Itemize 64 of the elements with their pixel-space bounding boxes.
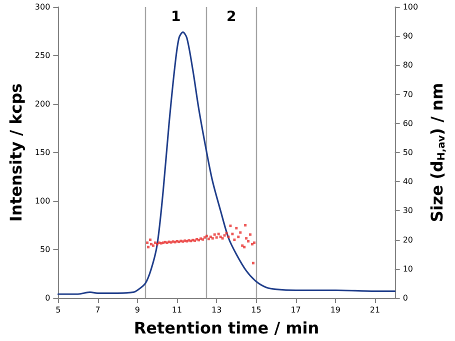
- x-tick-label: 19: [330, 306, 341, 314]
- y2-tick-label: 50: [402, 148, 414, 157]
- y-axis-title: Intensity / kcps: [6, 83, 26, 222]
- y2-tick-label: 0: [402, 294, 408, 302]
- point: [249, 233, 252, 236]
- annotation: 1: [171, 9, 181, 25]
- point: [225, 232, 228, 234]
- line-series: [57, 31, 396, 295]
- point: [215, 236, 218, 239]
- y2-axis-title: Size (dH,av) / nm: [428, 82, 448, 222]
- point: [243, 246, 246, 248]
- point: [219, 236, 222, 238]
- point: [146, 241, 149, 244]
- x-tick-label: 15: [251, 306, 262, 314]
- x-tick-label: 5: [56, 306, 61, 314]
- y-tick-label: 250: [34, 51, 50, 60]
- point: [227, 236, 230, 238]
- point: [247, 240, 250, 243]
- y-tick-label: 50: [40, 245, 50, 254]
- y2-tick-label: 90: [402, 32, 414, 41]
- point: [252, 262, 254, 264]
- y-tick-label: 300: [34, 2, 50, 12]
- point: [252, 241, 256, 244]
- y-tick-label: 0: [45, 294, 50, 302]
- point: [211, 237, 214, 240]
- y-tick-label: 100: [34, 196, 50, 206]
- point: [221, 237, 224, 240]
- point: [233, 238, 236, 242]
- x-tick-label: 11: [172, 306, 182, 314]
- x-tick-label: 9: [134, 306, 140, 314]
- y-tick-label: 200: [34, 100, 50, 108]
- point: [209, 236, 212, 238]
- y2-tick-label: 30: [402, 206, 414, 216]
- point: [207, 238, 210, 240]
- point: [250, 242, 254, 246]
- y2-tick-label: 10: [402, 264, 414, 274]
- x-tick-label: 17: [290, 306, 301, 314]
- x-tick-label: 13: [212, 306, 222, 314]
- point: [154, 241, 156, 244]
- y2-tick-label: 60: [402, 118, 414, 128]
- point: [231, 232, 234, 236]
- y2-tick-label: 70: [402, 90, 414, 99]
- point: [147, 246, 150, 248]
- point: [150, 242, 152, 246]
- y2-tick-label: 100: [402, 2, 418, 12]
- point: [235, 226, 238, 230]
- y-tick-label: 150: [34, 148, 50, 157]
- y2-tick-label: 20: [402, 235, 414, 244]
- y2-tick-label: 40: [402, 177, 414, 186]
- x-tick-label: 7: [95, 306, 100, 314]
- point: [217, 232, 220, 236]
- point: [152, 244, 154, 247]
- x-axis-title: Retention time / min: [134, 318, 320, 338]
- x-tick-label: 21: [370, 306, 380, 314]
- point: [149, 238, 152, 242]
- point: [229, 224, 232, 228]
- point: [241, 244, 244, 247]
- point: [239, 231, 242, 234]
- point: [237, 236, 240, 238]
- annotation: 2: [226, 9, 236, 25]
- point: [245, 237, 248, 240]
- point: [223, 234, 226, 237]
- point: [213, 233, 216, 236]
- y2-tick-label: 80: [402, 60, 414, 70]
